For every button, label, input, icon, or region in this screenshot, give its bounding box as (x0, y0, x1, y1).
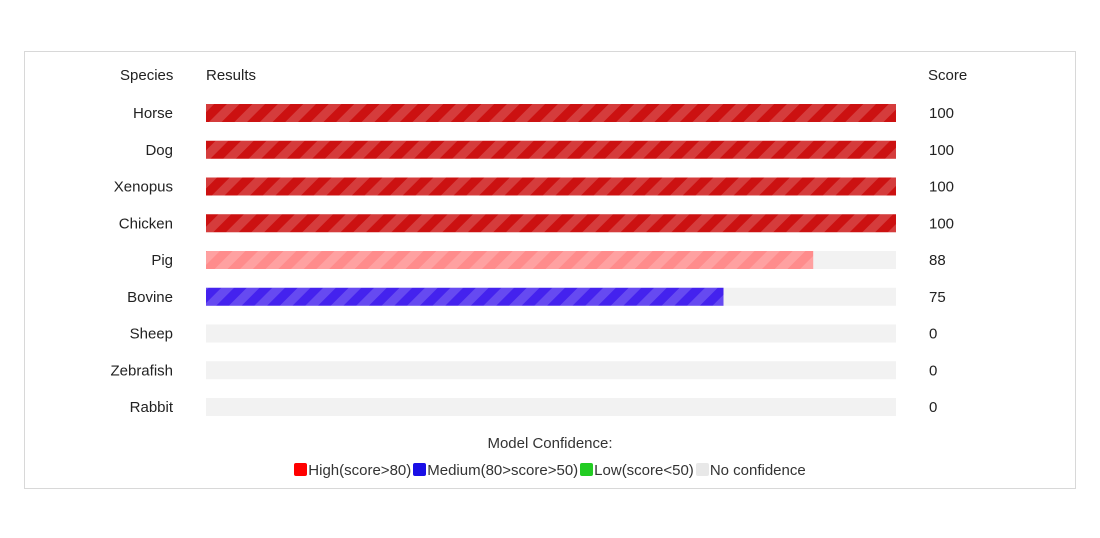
species-label: Sheep (130, 326, 173, 343)
legend: High(score>80) Medium(80>score>50) Low(sco… (0, 461, 1100, 481)
score-bar-stripes (206, 251, 814, 269)
score-value: 100 (929, 179, 954, 196)
legend-label: No confidence (709, 462, 806, 479)
species-column-header: Species (120, 67, 174, 84)
results-column-header: Results (206, 67, 257, 84)
score-bar-stripes (206, 140, 896, 159)
species-label: Dog (145, 142, 173, 159)
score-value: 0 (929, 326, 937, 343)
score-value: 75 (929, 289, 946, 306)
legend-swatch (580, 463, 594, 476)
legend-title: Model Confidence: (487, 435, 613, 452)
legend-item: Low(score<50) (580, 461, 694, 481)
species-label: Xenopus (114, 179, 173, 196)
score-value: 100 (929, 105, 954, 122)
score-value: 100 (929, 215, 954, 232)
legend-swatch (413, 463, 427, 476)
species-label: Rabbit (130, 399, 174, 416)
legend-swatch (294, 463, 308, 476)
bar-track (206, 361, 896, 380)
score-value: 100 (929, 142, 954, 159)
species-label: Horse (133, 105, 173, 122)
score-bar-stripes (206, 104, 896, 122)
score-bar-stripes (206, 177, 896, 196)
score-column-header: Score (928, 67, 968, 84)
bar-track (206, 324, 896, 343)
legend-swatch (695, 463, 709, 476)
score-value: 0 (929, 362, 937, 379)
legend-label: Medium(80>score>50) (427, 462, 579, 479)
legend-label: High(score>80) (308, 462, 412, 479)
score-value: 88 (929, 252, 946, 269)
legend-item: Medium(80>score>50) (413, 461, 578, 481)
score-bar-stripes (206, 214, 896, 233)
species-label: Zebrafish (110, 362, 173, 379)
legend-item: No confidence (695, 461, 806, 481)
legend-label: Low(score<50) (594, 462, 694, 479)
species-label: Bovine (127, 289, 173, 306)
species-label: Pig (151, 252, 173, 269)
score-value: 0 (929, 399, 937, 416)
score-bar-stripes (206, 287, 724, 306)
species-label: Chicken (119, 215, 173, 232)
legend-item: High(score>80) (294, 461, 411, 481)
bar-track (206, 398, 896, 416)
